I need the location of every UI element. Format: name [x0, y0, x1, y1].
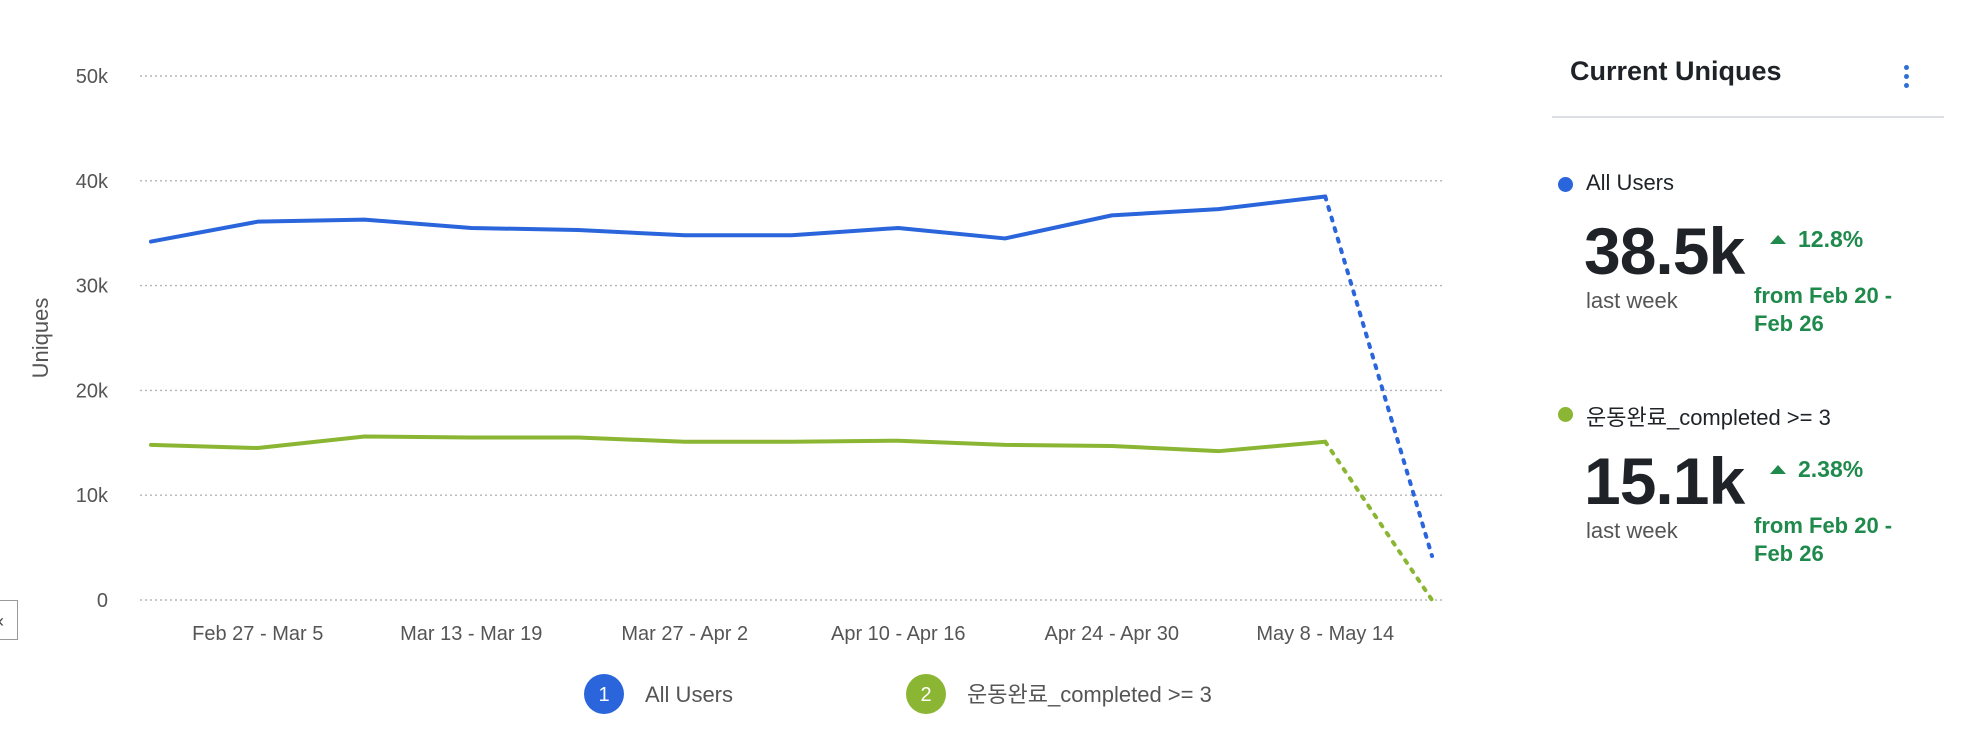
chart-grid: [140, 75, 1442, 601]
metric-value: 38.5k: [1584, 214, 1745, 288]
x-axis-ticks: Feb 27 - Mar 5 Mar 13 - Mar 19 Mar 27 - Ap…: [192, 623, 1394, 645]
series-line-1: [149, 194, 1328, 244]
kebab-dot: [1903, 83, 1909, 88]
metric-change-value: 12.8%: [1798, 226, 1864, 252]
x-tick-label: May 8 - May 14: [1256, 623, 1394, 645]
metric-change-basis: from Feb 20 - Feb 26: [1754, 513, 1893, 566]
y-axis-ticks: 0 10k 20k 30k 40k 50k: [76, 66, 109, 612]
y-tick-label: 10k: [76, 485, 109, 507]
x-tick-label: Apr 10 - Apr 16: [831, 623, 966, 645]
current-uniques-panel: Current Uniques All Users 38.5k last wee…: [1552, 40, 1944, 566]
metric-change: 12.8%: [1770, 226, 1863, 253]
kebab-dot: [1903, 74, 1909, 79]
x-tick-label: Feb 27 - Mar 5: [192, 623, 323, 645]
up-arrow-icon: [1770, 465, 1786, 474]
y-tick-label: 40k: [76, 171, 109, 193]
legend-index: 1: [598, 684, 609, 706]
series-incomplete-segment-2: [1323, 439, 1434, 602]
panel-title: Current Uniques: [1570, 56, 1782, 86]
legend-index: 2: [920, 684, 931, 706]
legend-marker: [584, 674, 624, 714]
uniques-line-chart: 0 10k 20k 30k 40k 50k Uniques Feb 27 - Mar 5 M…: [28, 66, 1442, 714]
kebab-dot: [1903, 65, 1909, 70]
series-lines: [149, 194, 1434, 602]
metric-value: 15.1k: [1584, 444, 1745, 518]
x-tick-label: Apr 24 - Apr 30: [1044, 623, 1179, 645]
chart-legend: 1 All Users 2 운동완료_completed >= 3: [584, 674, 1212, 714]
collapse-tab-button[interactable]: ‹: [0, 600, 18, 640]
y-tick-label: 50k: [76, 66, 109, 88]
y-tick-label: 20k: [76, 380, 109, 402]
legend-label: All Users: [645, 682, 733, 707]
metric-change-basis: from Feb 20 - Feb 26: [1754, 283, 1893, 336]
up-arrow-icon: [1770, 235, 1786, 244]
y-axis-label: Uniques: [28, 298, 53, 379]
series-incomplete-segment-1: [1323, 194, 1434, 558]
legend-marker: [906, 674, 946, 714]
metric-change-value: 2.38%: [1798, 456, 1864, 482]
x-tick-label: Mar 13 - Mar 19: [400, 623, 542, 645]
panel-header: Current Uniques: [1552, 40, 1944, 118]
y-tick-label: 30k: [76, 276, 109, 298]
metric-period: last week: [1586, 518, 1678, 543]
kebab-menu-icon[interactable]: [1896, 62, 1916, 96]
series-line-2: [149, 434, 1328, 454]
metric-name: All Users: [1586, 170, 1675, 195]
metric-name: 운동완료_completed >= 3: [1586, 405, 1831, 430]
series-dot-icon: [1558, 407, 1573, 422]
legend-label: 운동완료_completed >= 3: [967, 682, 1212, 707]
metric-change: 2.38%: [1770, 456, 1863, 483]
metric-period: last week: [1586, 288, 1678, 313]
series-dot-icon: [1558, 177, 1573, 192]
x-tick-label: Mar 27 - Apr 2: [621, 623, 748, 645]
y-tick-label: 0: [97, 590, 108, 612]
